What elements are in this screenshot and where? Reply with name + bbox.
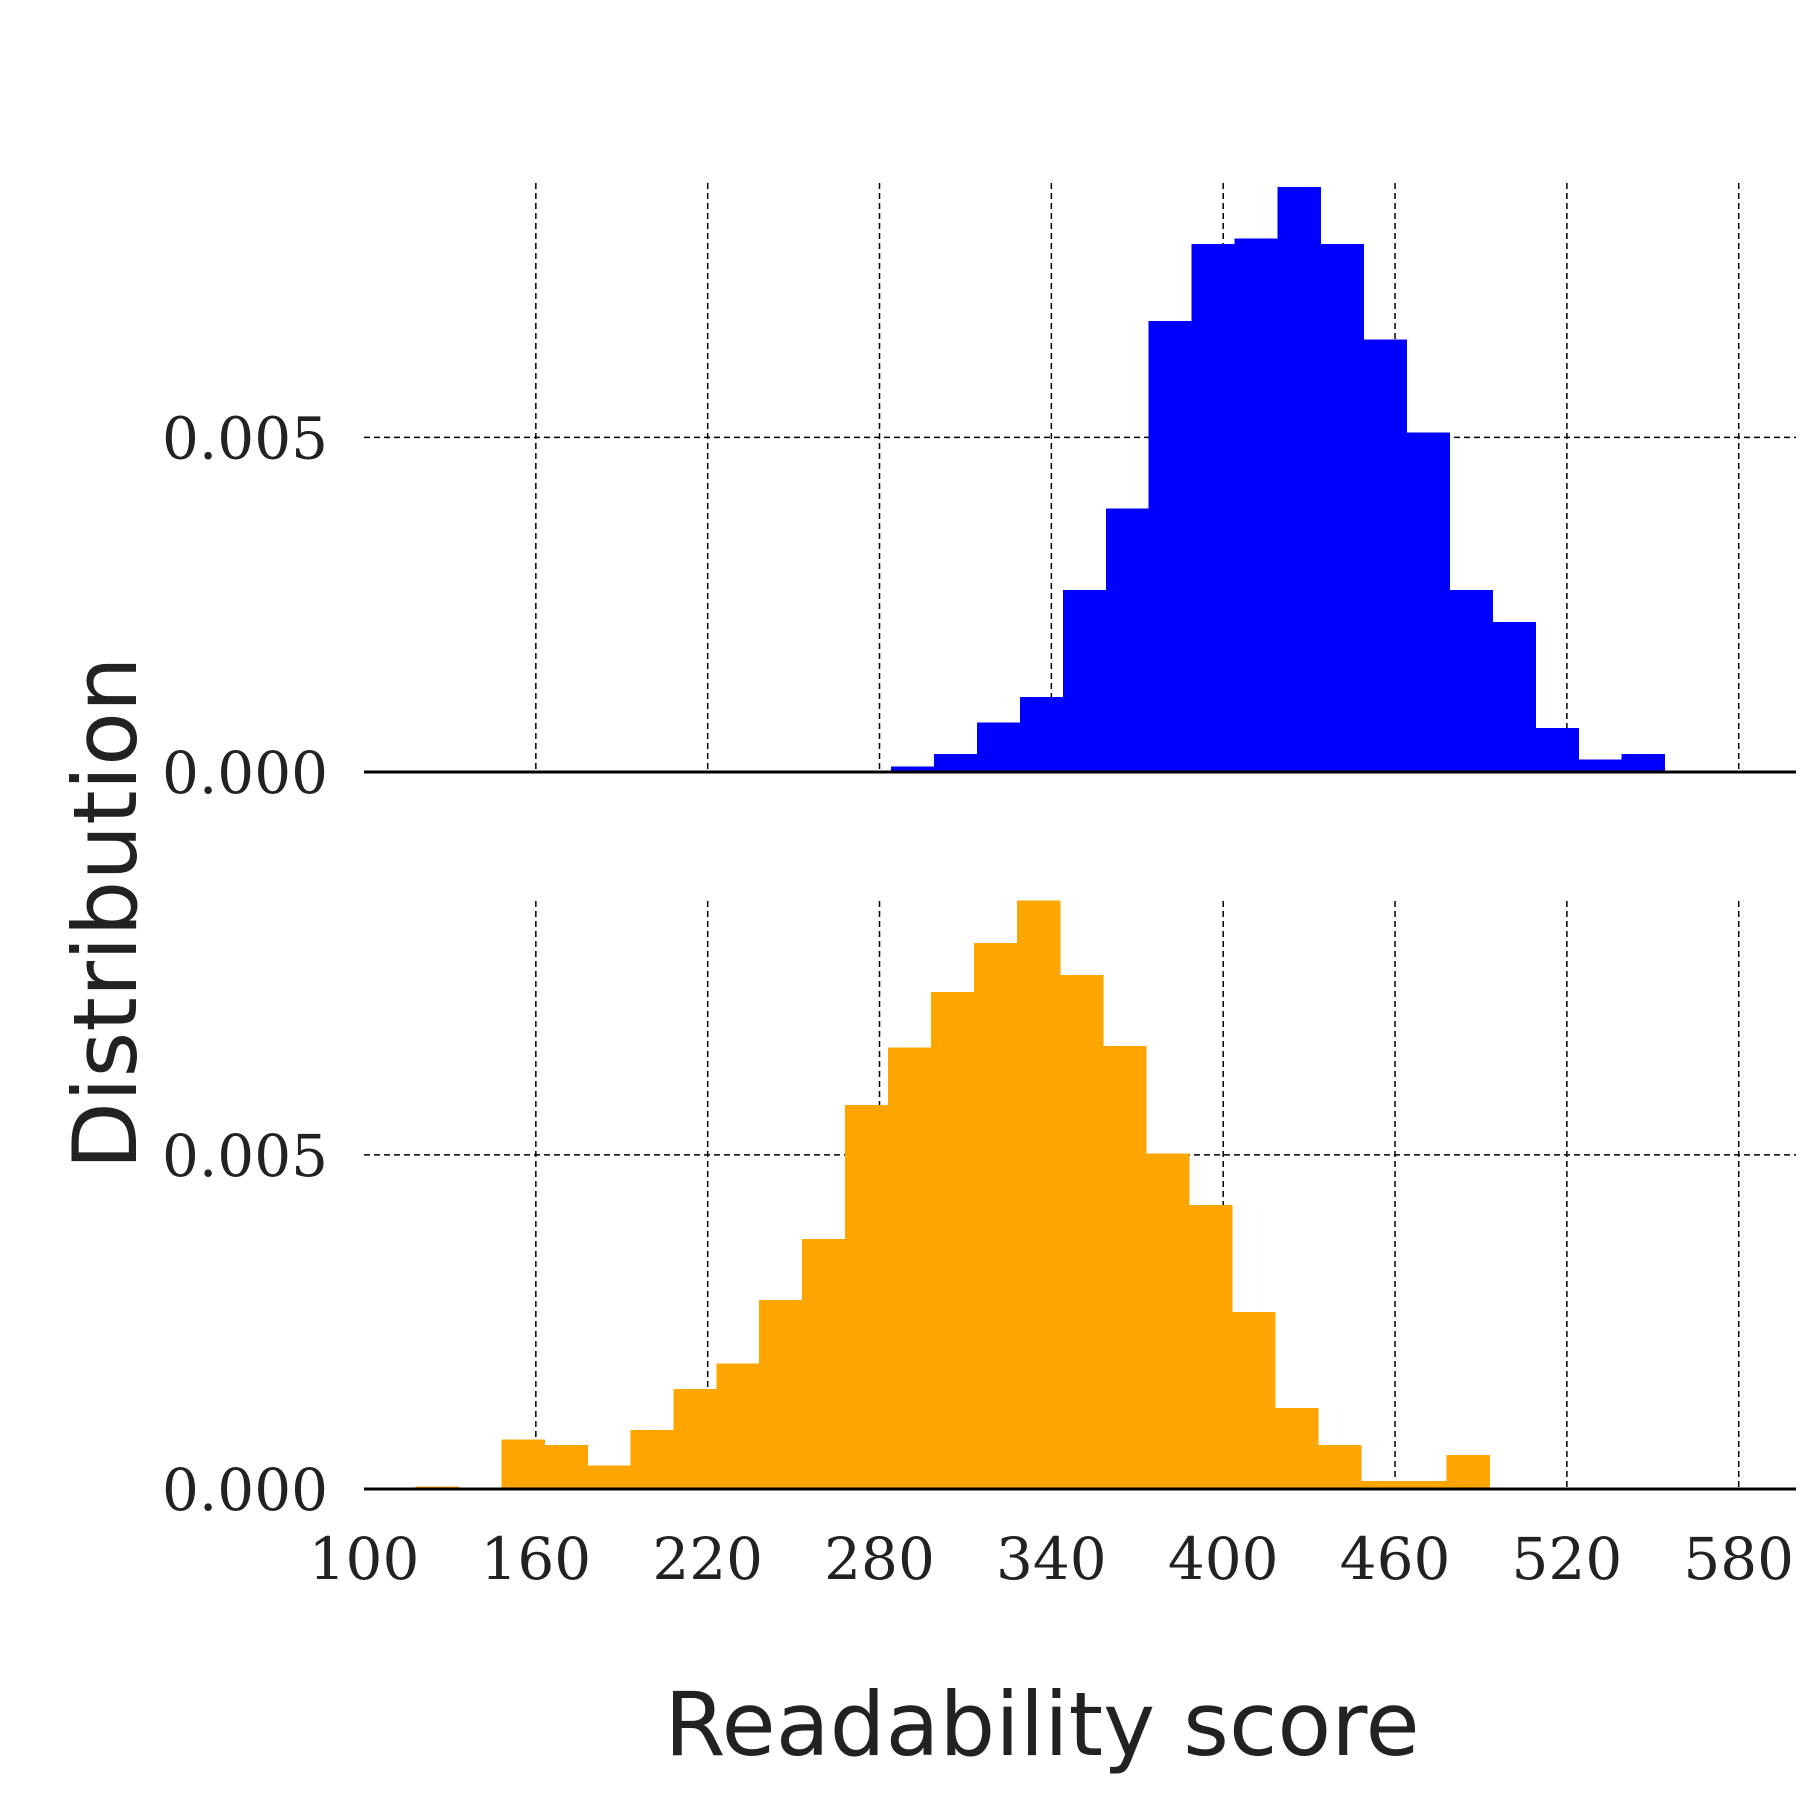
histogram-bar — [1016, 900, 1061, 1489]
histogram-bar — [974, 943, 1018, 1489]
histogram-bar — [1145, 1153, 1190, 1489]
x-tick-label: 400 — [1168, 1525, 1279, 1593]
histogram-bar — [1446, 1454, 1491, 1489]
histogram-bar — [931, 991, 975, 1489]
histogram-bar — [1277, 187, 1322, 772]
histogram-bar — [1449, 589, 1494, 772]
histogram-bar — [976, 722, 1021, 772]
histogram-bar — [1231, 1311, 1276, 1489]
histogram-bar — [1234, 238, 1279, 772]
histogram-bar — [1019, 697, 1064, 772]
histogram-bar — [802, 1239, 846, 1489]
histogram-bar — [845, 1104, 889, 1489]
histogram-bar — [673, 1388, 717, 1489]
y-tick-label: 0.005 — [162, 404, 328, 472]
x-tick-label: 160 — [480, 1525, 591, 1593]
histogram-bar — [1274, 1408, 1319, 1489]
histogram-bar — [759, 1299, 803, 1489]
y-axis-title: Distribution — [54, 656, 157, 1169]
histogram-bar — [544, 1444, 588, 1489]
x-tick-label: 520 — [1512, 1525, 1623, 1593]
histogram-bar — [888, 1047, 932, 1489]
histogram-bar — [1363, 339, 1408, 772]
histogram-bar — [1360, 1480, 1405, 1489]
histogram-bar — [1406, 432, 1451, 772]
histogram-bar — [933, 753, 978, 772]
histogram-bar — [1403, 1480, 1448, 1489]
histogram-bar — [1492, 622, 1536, 772]
histogram-bar — [1320, 243, 1365, 772]
histogram-bar — [890, 766, 935, 772]
top-histogram-panel: 0.000 0.005 — [162, 183, 1796, 807]
histogram-bar — [1148, 320, 1193, 772]
histogram-bar — [501, 1439, 546, 1489]
x-tick-label: 220 — [652, 1525, 763, 1593]
x-tick-label: 580 — [1683, 1525, 1794, 1593]
y-tick-label: 0.000 — [162, 739, 328, 807]
y-tick-label: 0.005 — [162, 1122, 328, 1190]
x-tick-label: 100 — [309, 1525, 420, 1593]
x-axis-title: Readability score — [664, 1673, 1419, 1776]
histogram-bar — [1535, 727, 1579, 772]
histogram-bar — [1105, 508, 1150, 772]
histogram-bar — [1102, 1045, 1147, 1489]
histogram-bar — [1621, 753, 1665, 772]
x-tick-label: 460 — [1340, 1525, 1451, 1593]
histogram-bar — [587, 1465, 631, 1489]
y-tick-label: 0.000 — [162, 1456, 328, 1524]
x-axis-tick-labels: 100 160 220 280 340 400 460 520 580 — [309, 1525, 1794, 1593]
histogram-bar — [1059, 975, 1104, 1489]
x-tick-label: 280 — [824, 1525, 935, 1593]
bottom-histogram-panel: 0.000 0.005 — [162, 900, 1796, 1524]
histogram-bar — [1317, 1444, 1362, 1489]
histogram-bar — [716, 1363, 760, 1489]
histogram-bar — [1191, 243, 1236, 772]
histogram-bar — [630, 1430, 674, 1489]
x-tick-label: 340 — [996, 1525, 1107, 1593]
histogram-bar — [1578, 759, 1622, 772]
histogram-bar — [1062, 589, 1107, 772]
histogram-bar — [1188, 1205, 1233, 1489]
